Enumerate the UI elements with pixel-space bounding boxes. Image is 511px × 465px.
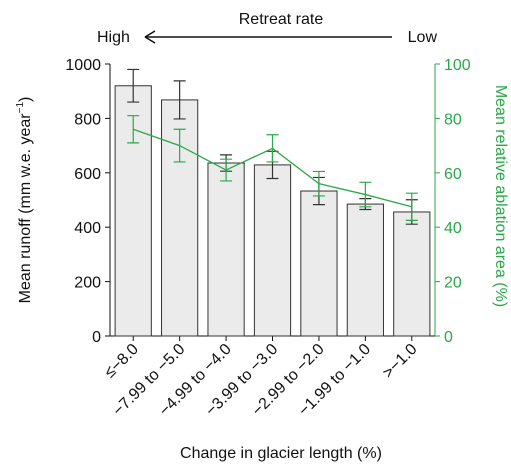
y2-tick-label: 40: [444, 220, 462, 237]
y2-tick-label: 60: [444, 166, 462, 183]
y2-tick-label: 20: [444, 275, 462, 292]
y-tick-label: 600: [74, 166, 101, 183]
error-bar: [173, 80, 186, 120]
y-label-text: Mean runoff (mm w.e. year: [17, 113, 34, 304]
x-axis-label: Change in glacier length (%): [180, 445, 382, 462]
x-tick-label: ≤−8.0: [101, 341, 142, 382]
error-bar: [127, 68, 140, 103]
bar: [346, 203, 384, 337]
y-tick-label: 800: [74, 111, 101, 128]
x-tick-label: >−1.0: [380, 341, 421, 382]
y2-tick-label: 0: [444, 329, 453, 346]
arrow-head: [144, 30, 156, 44]
error-bar: [173, 128, 186, 163]
annotation-title: Retreat rate: [239, 11, 324, 28]
annotation-right: Low: [408, 29, 438, 46]
bar: [207, 162, 245, 337]
y-tick-label: 200: [74, 275, 101, 292]
error-bar: [405, 192, 418, 221]
y-axis-label: Mean runoff (mm w.e. year−1): [15, 97, 34, 304]
y-tick-label: 0: [92, 329, 101, 346]
y2-axis-label: Mean relative ablation area (%): [492, 85, 509, 307]
bar: [253, 164, 292, 337]
y-tick-label: 1000: [65, 57, 101, 74]
error-bar: [266, 134, 279, 163]
error-bar: [220, 158, 233, 182]
error-bar: [359, 181, 372, 208]
y-label-end: ): [17, 97, 34, 102]
y-tick-label: 400: [74, 220, 101, 237]
y2-tick-label: 80: [444, 111, 462, 128]
bar: [393, 211, 431, 337]
bar: [300, 190, 338, 337]
y2-tick-label: 100: [444, 57, 471, 74]
error-bar: [312, 170, 325, 197]
error-bar: [127, 115, 140, 144]
y-label-sup: −1: [15, 102, 26, 114]
annotation-left: High: [97, 29, 130, 46]
